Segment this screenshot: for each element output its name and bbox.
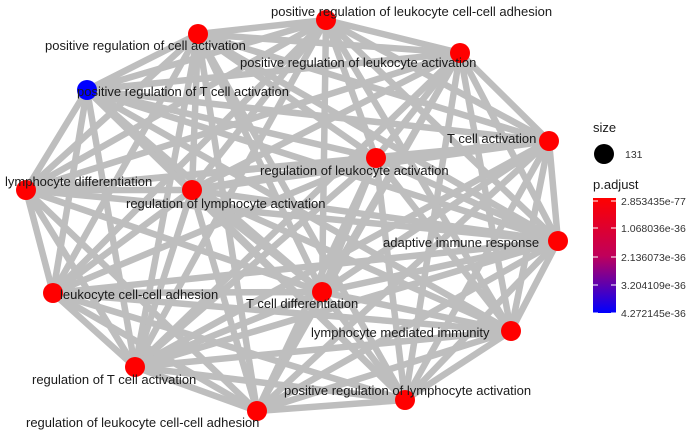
color-legend-tick-label: 4.272145e-36	[621, 308, 686, 320]
network-edge	[507, 237, 562, 335]
edges-layer	[22, 16, 562, 415]
network-edge	[253, 396, 409, 415]
node-label: positive regulation of lymphocyte activa…	[284, 383, 531, 398]
network-node	[16, 180, 36, 200]
network-edge	[49, 289, 515, 335]
network-edge	[49, 186, 196, 297]
network-edge	[131, 327, 515, 371]
color-legend-title: p.adjust	[593, 177, 639, 192]
network-edge	[194, 30, 562, 245]
node-label: regulation of leukocyte cell-cell adhesi…	[26, 415, 259, 430]
color-legend-tick-label: 2.136073e-36	[621, 252, 686, 264]
network-edge	[131, 363, 261, 415]
network-node	[366, 148, 386, 168]
node-label: regulation of lymphocyte activation	[126, 196, 325, 211]
network-edge	[49, 30, 202, 297]
network-node	[395, 390, 415, 410]
node-label: lymphocyte mediated immunity	[311, 325, 490, 340]
nodes-layer	[16, 10, 568, 421]
network-edge	[83, 30, 202, 94]
node-label: positive regulation of leukocyte activat…	[240, 55, 476, 70]
network-edge	[49, 289, 139, 371]
network-edge	[131, 237, 562, 371]
network-node	[501, 321, 521, 341]
network-node	[125, 357, 145, 377]
network-edge	[22, 154, 380, 194]
node-label: adaptive immune response	[383, 235, 539, 250]
network-edge	[401, 237, 562, 404]
network-edge	[83, 86, 515, 335]
network-edge	[83, 49, 464, 94]
size-legend-title: size	[593, 120, 616, 135]
network-edge	[194, 30, 553, 145]
network-node	[182, 180, 202, 200]
network-edge	[83, 86, 553, 145]
network-edge	[49, 289, 261, 415]
network-node	[548, 231, 568, 251]
network-edge	[188, 30, 202, 194]
network-edge	[194, 16, 330, 38]
node-label: positive regulation of T cell activation	[77, 84, 289, 99]
network-edge	[22, 186, 57, 297]
network-node	[188, 24, 208, 44]
size-legend-value: 131	[625, 149, 643, 161]
network-edge	[188, 186, 261, 415]
network-edge	[372, 154, 515, 335]
color-legend-ticks: 2.853435e-77 1.068036e-36 2.136073e-36 3.20…	[593, 196, 686, 320]
network-edge	[83, 86, 139, 371]
network-node	[247, 401, 267, 421]
node-label: positive regulation of leukocyte cell-ce…	[271, 4, 552, 19]
network-node	[77, 80, 97, 100]
network-edge	[83, 86, 380, 162]
network-edge	[188, 154, 380, 194]
labels-layer: positive regulation of leukocyte cell-ce…	[5, 4, 552, 430]
network-edge	[131, 288, 326, 371]
legend: size 131 p.adjust 2.853435e-77 1.068036e-…	[593, 120, 686, 320]
network-edge	[253, 237, 562, 415]
network-edge	[318, 288, 515, 335]
network-edge	[456, 49, 553, 145]
network-node	[312, 282, 332, 302]
size-legend-dot	[594, 144, 614, 164]
network-edge	[49, 237, 562, 297]
node-label: regulation of leukocyte activation	[260, 163, 449, 178]
color-legend-tick-label: 3.204109e-36	[621, 280, 686, 292]
network-edge	[49, 16, 330, 297]
network-edge	[131, 363, 409, 404]
network-node	[316, 10, 336, 30]
network-edge	[401, 327, 515, 404]
node-label: positive regulation of cell activation	[45, 38, 246, 53]
network-node	[43, 283, 63, 303]
network-edge	[194, 30, 464, 57]
color-legend-tick-label: 2.853435e-77	[621, 196, 686, 208]
color-legend-bar	[593, 198, 616, 313]
network-edge	[456, 49, 515, 335]
network-edge	[49, 288, 326, 297]
node-label: T cell activation	[447, 131, 536, 146]
network-edge	[322, 16, 464, 57]
node-label: lymphocyte differentiation	[5, 174, 152, 189]
color-legend-tick-label: 1.068036e-36	[621, 223, 686, 235]
network-node	[450, 43, 470, 63]
network-edge	[22, 186, 562, 245]
network-edge	[22, 186, 139, 371]
network-edge	[545, 137, 562, 245]
network-edge	[22, 86, 91, 194]
node-label: leukocyte cell-cell adhesion	[60, 287, 218, 302]
network-edge	[188, 186, 562, 245]
network-edge	[253, 327, 515, 415]
node-label: regulation of T cell activation	[32, 372, 196, 387]
network-node	[539, 131, 559, 151]
network-edge	[372, 154, 562, 245]
node-label: T cell differentiation	[246, 296, 358, 311]
